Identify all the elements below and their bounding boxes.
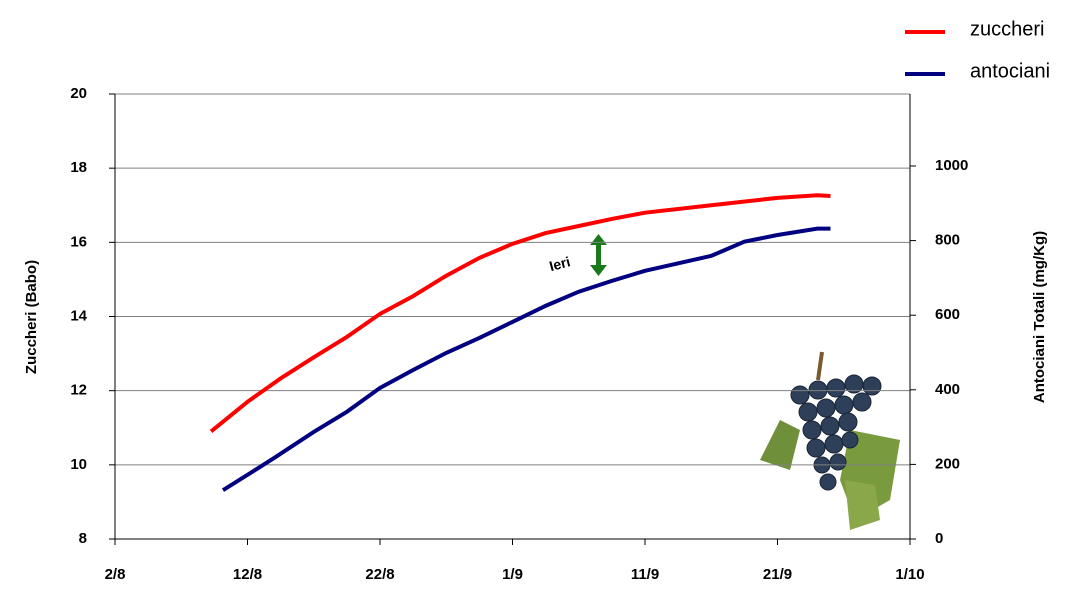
grape-illustration: [760, 351, 900, 530]
x-tick-label: 22/8: [365, 566, 394, 583]
y2-tick-label: 600: [935, 306, 960, 323]
arrow: [590, 234, 607, 276]
x-tick-label: 21/9: [763, 566, 792, 583]
y-tick-label: 20: [70, 85, 87, 102]
y2-tick-label: 1000: [935, 157, 968, 174]
x-tick-label: 2/8: [105, 566, 126, 583]
line-series: [221, 226, 831, 492]
x-tick-label: 1/9: [502, 566, 523, 583]
x-tick-label: 12/8: [233, 566, 262, 583]
y2-tick-label: 0: [935, 530, 943, 547]
y-tick-label: 18: [70, 159, 87, 176]
y-tick-label: 14: [70, 307, 87, 324]
y2-tick-label: 200: [935, 455, 960, 472]
y-tick-label: 10: [70, 456, 87, 473]
y2-tick-label: 400: [935, 381, 960, 398]
line-series: [209, 193, 831, 434]
annotation: Ieri: [547, 253, 571, 274]
y-tick-label: 8: [79, 530, 87, 547]
y-tick-label: 12: [70, 382, 87, 399]
x-tick-label: 11/9: [631, 566, 659, 583]
y2-tick-label: 800: [935, 232, 960, 249]
y2-axis-label: Antociani Totali (mg/Kg): [1031, 231, 1048, 403]
y-axis-label: Zuccheri (Babo): [23, 260, 40, 374]
legend-label: zuccheri: [970, 18, 1044, 40]
y-tick-label: 16: [70, 233, 87, 250]
x-tick-label: 1/10: [895, 566, 924, 583]
legend-label: antociani: [970, 60, 1050, 82]
